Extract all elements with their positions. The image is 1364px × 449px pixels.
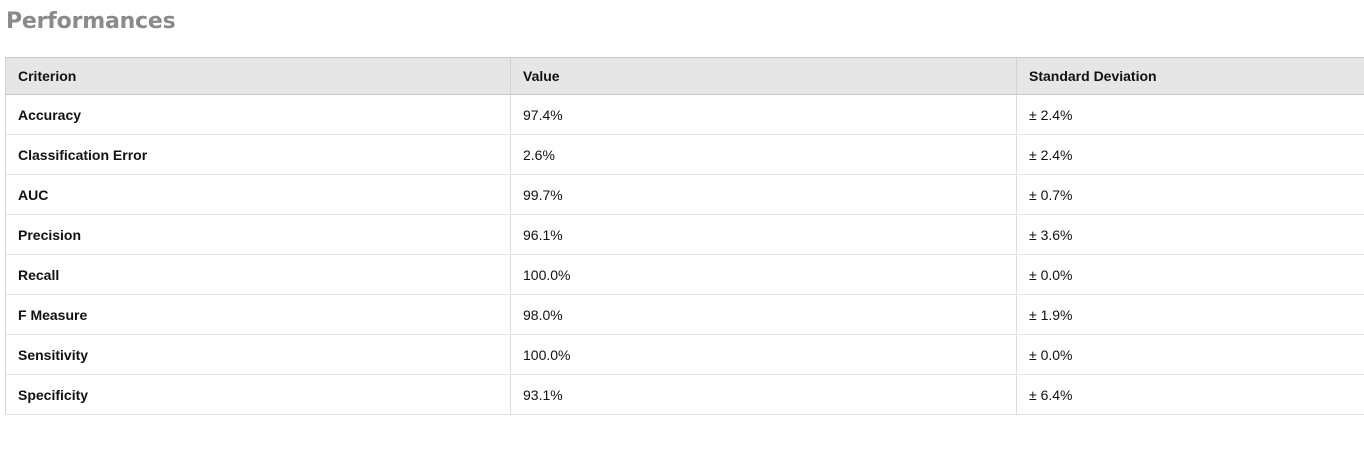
column-header-value[interactable]: Value — [510, 57, 1017, 95]
value-cell: 93.1% — [510, 374, 1017, 415]
column-header-criterion[interactable]: Criterion — [5, 57, 511, 95]
criterion-cell: Specificity — [5, 374, 511, 415]
value-cell: 100.0% — [510, 254, 1017, 295]
std-dev-cell: ± 2.4% — [1016, 134, 1364, 175]
table-row: Accuracy 97.4% ± 2.4% — [5, 94, 1364, 135]
value-cell: 96.1% — [510, 214, 1017, 255]
column-header-standard-deviation[interactable]: Standard Deviation — [1016, 57, 1364, 95]
table-row: Sensitivity 100.0% ± 0.0% — [5, 334, 1364, 375]
value-cell: 99.7% — [510, 174, 1017, 215]
value-cell: 97.4% — [510, 94, 1017, 135]
page-title: Performances — [6, 9, 176, 34]
criterion-cell: Accuracy — [5, 94, 511, 135]
value-cell: 100.0% — [510, 334, 1017, 375]
criterion-cell: AUC — [5, 174, 511, 215]
std-dev-cell: ± 0.7% — [1016, 174, 1364, 215]
table-header-row: Criterion Value Standard Deviation — [5, 57, 1364, 95]
std-dev-cell: ± 3.6% — [1016, 214, 1364, 255]
value-cell: 2.6% — [510, 134, 1017, 175]
table-row: F Measure 98.0% ± 1.9% — [5, 294, 1364, 335]
table-row: AUC 99.7% ± 0.7% — [5, 174, 1364, 215]
std-dev-cell: ± 0.0% — [1016, 254, 1364, 295]
criterion-cell: Sensitivity — [5, 334, 511, 375]
criterion-cell: Precision — [5, 214, 511, 255]
criterion-cell: F Measure — [5, 294, 511, 335]
table-row: Recall 100.0% ± 0.0% — [5, 254, 1364, 295]
criterion-cell: Recall — [5, 254, 511, 295]
table-row: Specificity 93.1% ± 6.4% — [5, 374, 1364, 415]
performance-table: Criterion Value Standard Deviation Accur… — [5, 57, 1364, 415]
std-dev-cell: ± 1.9% — [1016, 294, 1364, 335]
std-dev-cell: ± 6.4% — [1016, 374, 1364, 415]
std-dev-cell: ± 0.0% — [1016, 334, 1364, 375]
table-row: Classification Error 2.6% ± 2.4% — [5, 134, 1364, 175]
value-cell: 98.0% — [510, 294, 1017, 335]
table-row: Precision 96.1% ± 3.6% — [5, 214, 1364, 255]
criterion-cell: Classification Error — [5, 134, 511, 175]
std-dev-cell: ± 2.4% — [1016, 94, 1364, 135]
